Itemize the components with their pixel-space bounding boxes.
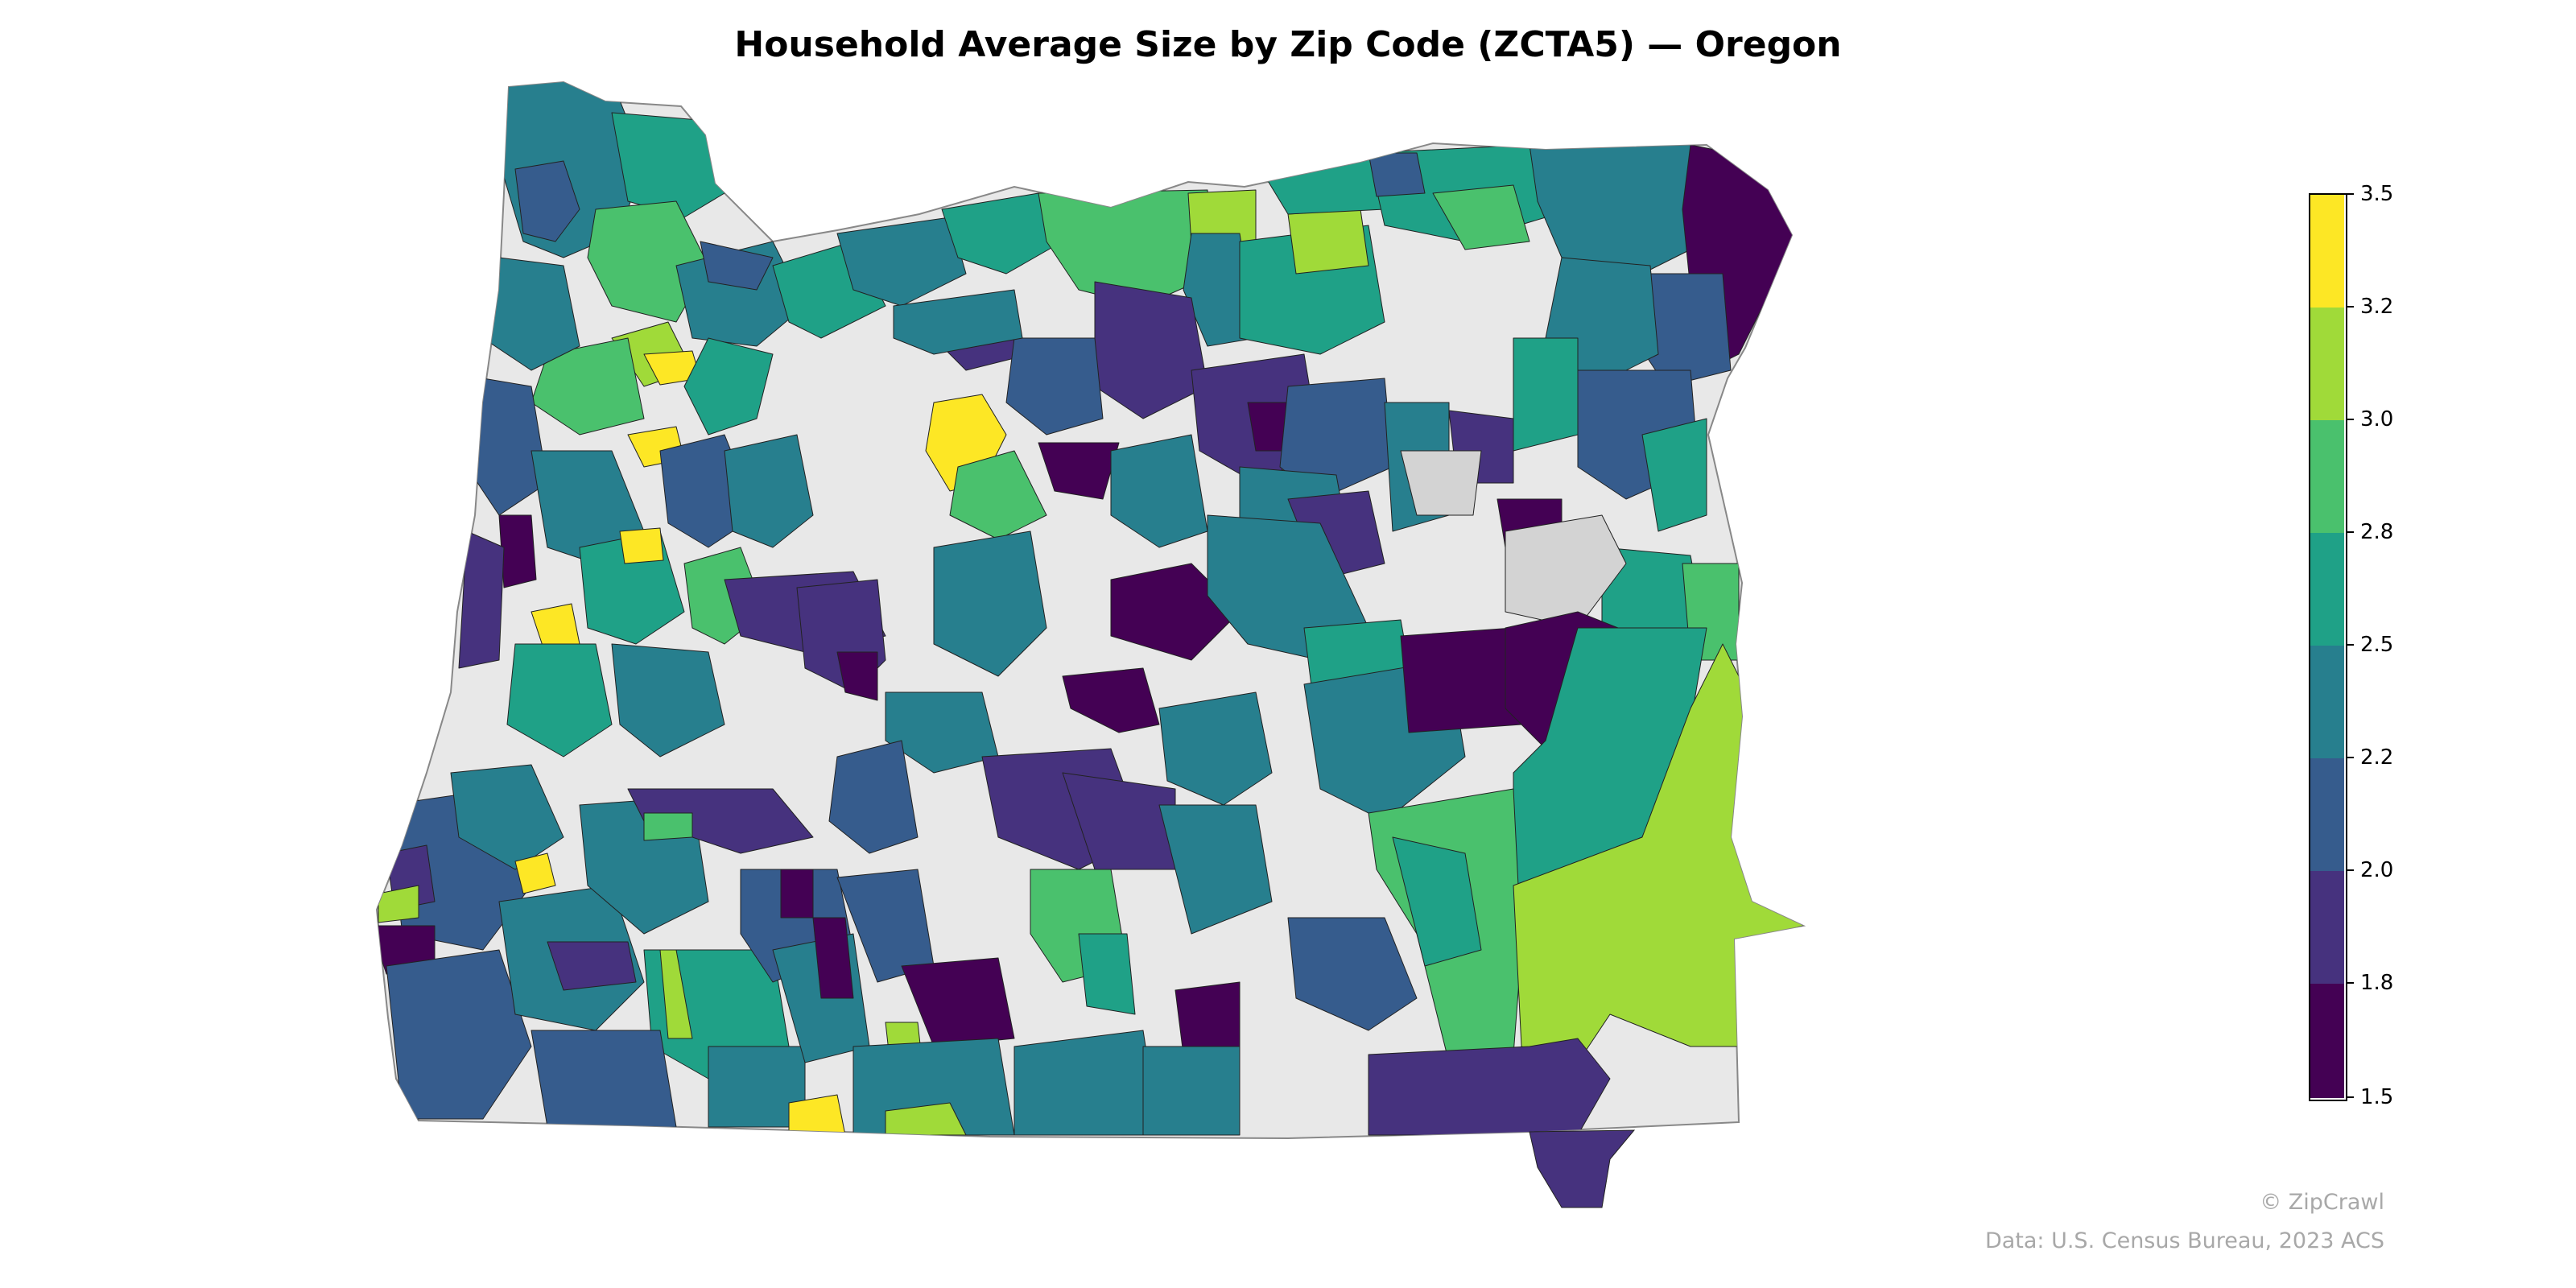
colorbar-tick-label: 3.5 bbox=[2360, 182, 2394, 206]
colorbar-tick-label: 2.5 bbox=[2360, 633, 2394, 657]
copyright-credit: © ZipCrawl bbox=[2260, 1190, 2384, 1215]
data-source-credit: Data: U.S. Census Bureau, 2023 ACS bbox=[1984, 1228, 2384, 1253]
zcta-south-lobe bbox=[1529, 1129, 1636, 1208]
zcta-region-central bbox=[828, 514, 1803, 1063]
colorbar-tick bbox=[2346, 1096, 2354, 1098]
colorbar-bin bbox=[2309, 758, 2344, 871]
colorbar-tick-label: 3.2 bbox=[2360, 295, 2394, 319]
colorbar-bin bbox=[2309, 533, 2344, 646]
zcta-region-northwest bbox=[458, 82, 886, 758]
colorbar-bin bbox=[2309, 308, 2344, 420]
colorbar-bin bbox=[2309, 871, 2344, 984]
colorbar-tick-label: 1.8 bbox=[2360, 971, 2394, 995]
colorbar-tick bbox=[2346, 419, 2354, 420]
zcta-region-southwest bbox=[377, 764, 1611, 1136]
colorbar-bin bbox=[2309, 195, 2344, 308]
colorbar-bin bbox=[2309, 420, 2344, 533]
zcta-region-north-central bbox=[836, 144, 1546, 597]
colorbar-tick-label: 2.0 bbox=[2360, 858, 2394, 882]
map-title: Household Average Size by Zip Code (ZCTA… bbox=[734, 24, 1842, 65]
colorbar-tick-label: 3.0 bbox=[2360, 407, 2394, 431]
colorbar-tick bbox=[2346, 306, 2354, 308]
zcta-region-northeast bbox=[1384, 144, 1796, 669]
colorbar-tick-label: 2.2 bbox=[2360, 745, 2394, 770]
colorbar bbox=[2309, 193, 2354, 1101]
colorbar-tick-label: 2.8 bbox=[2360, 520, 2394, 544]
colorbar-tick bbox=[2346, 644, 2354, 646]
colorbar-tick bbox=[2346, 193, 2354, 195]
colorbar-tick-label: 1.5 bbox=[2360, 1085, 2394, 1109]
colorbar-bin bbox=[2309, 984, 2344, 1098]
colorbar-tick bbox=[2346, 982, 2354, 984]
colorbar-tick bbox=[2346, 757, 2354, 758]
colorbar-tick bbox=[2346, 531, 2354, 533]
colorbar-bin bbox=[2309, 646, 2344, 758]
colorbar-tick bbox=[2346, 869, 2354, 871]
colorbar-frame bbox=[2309, 193, 2347, 1101]
